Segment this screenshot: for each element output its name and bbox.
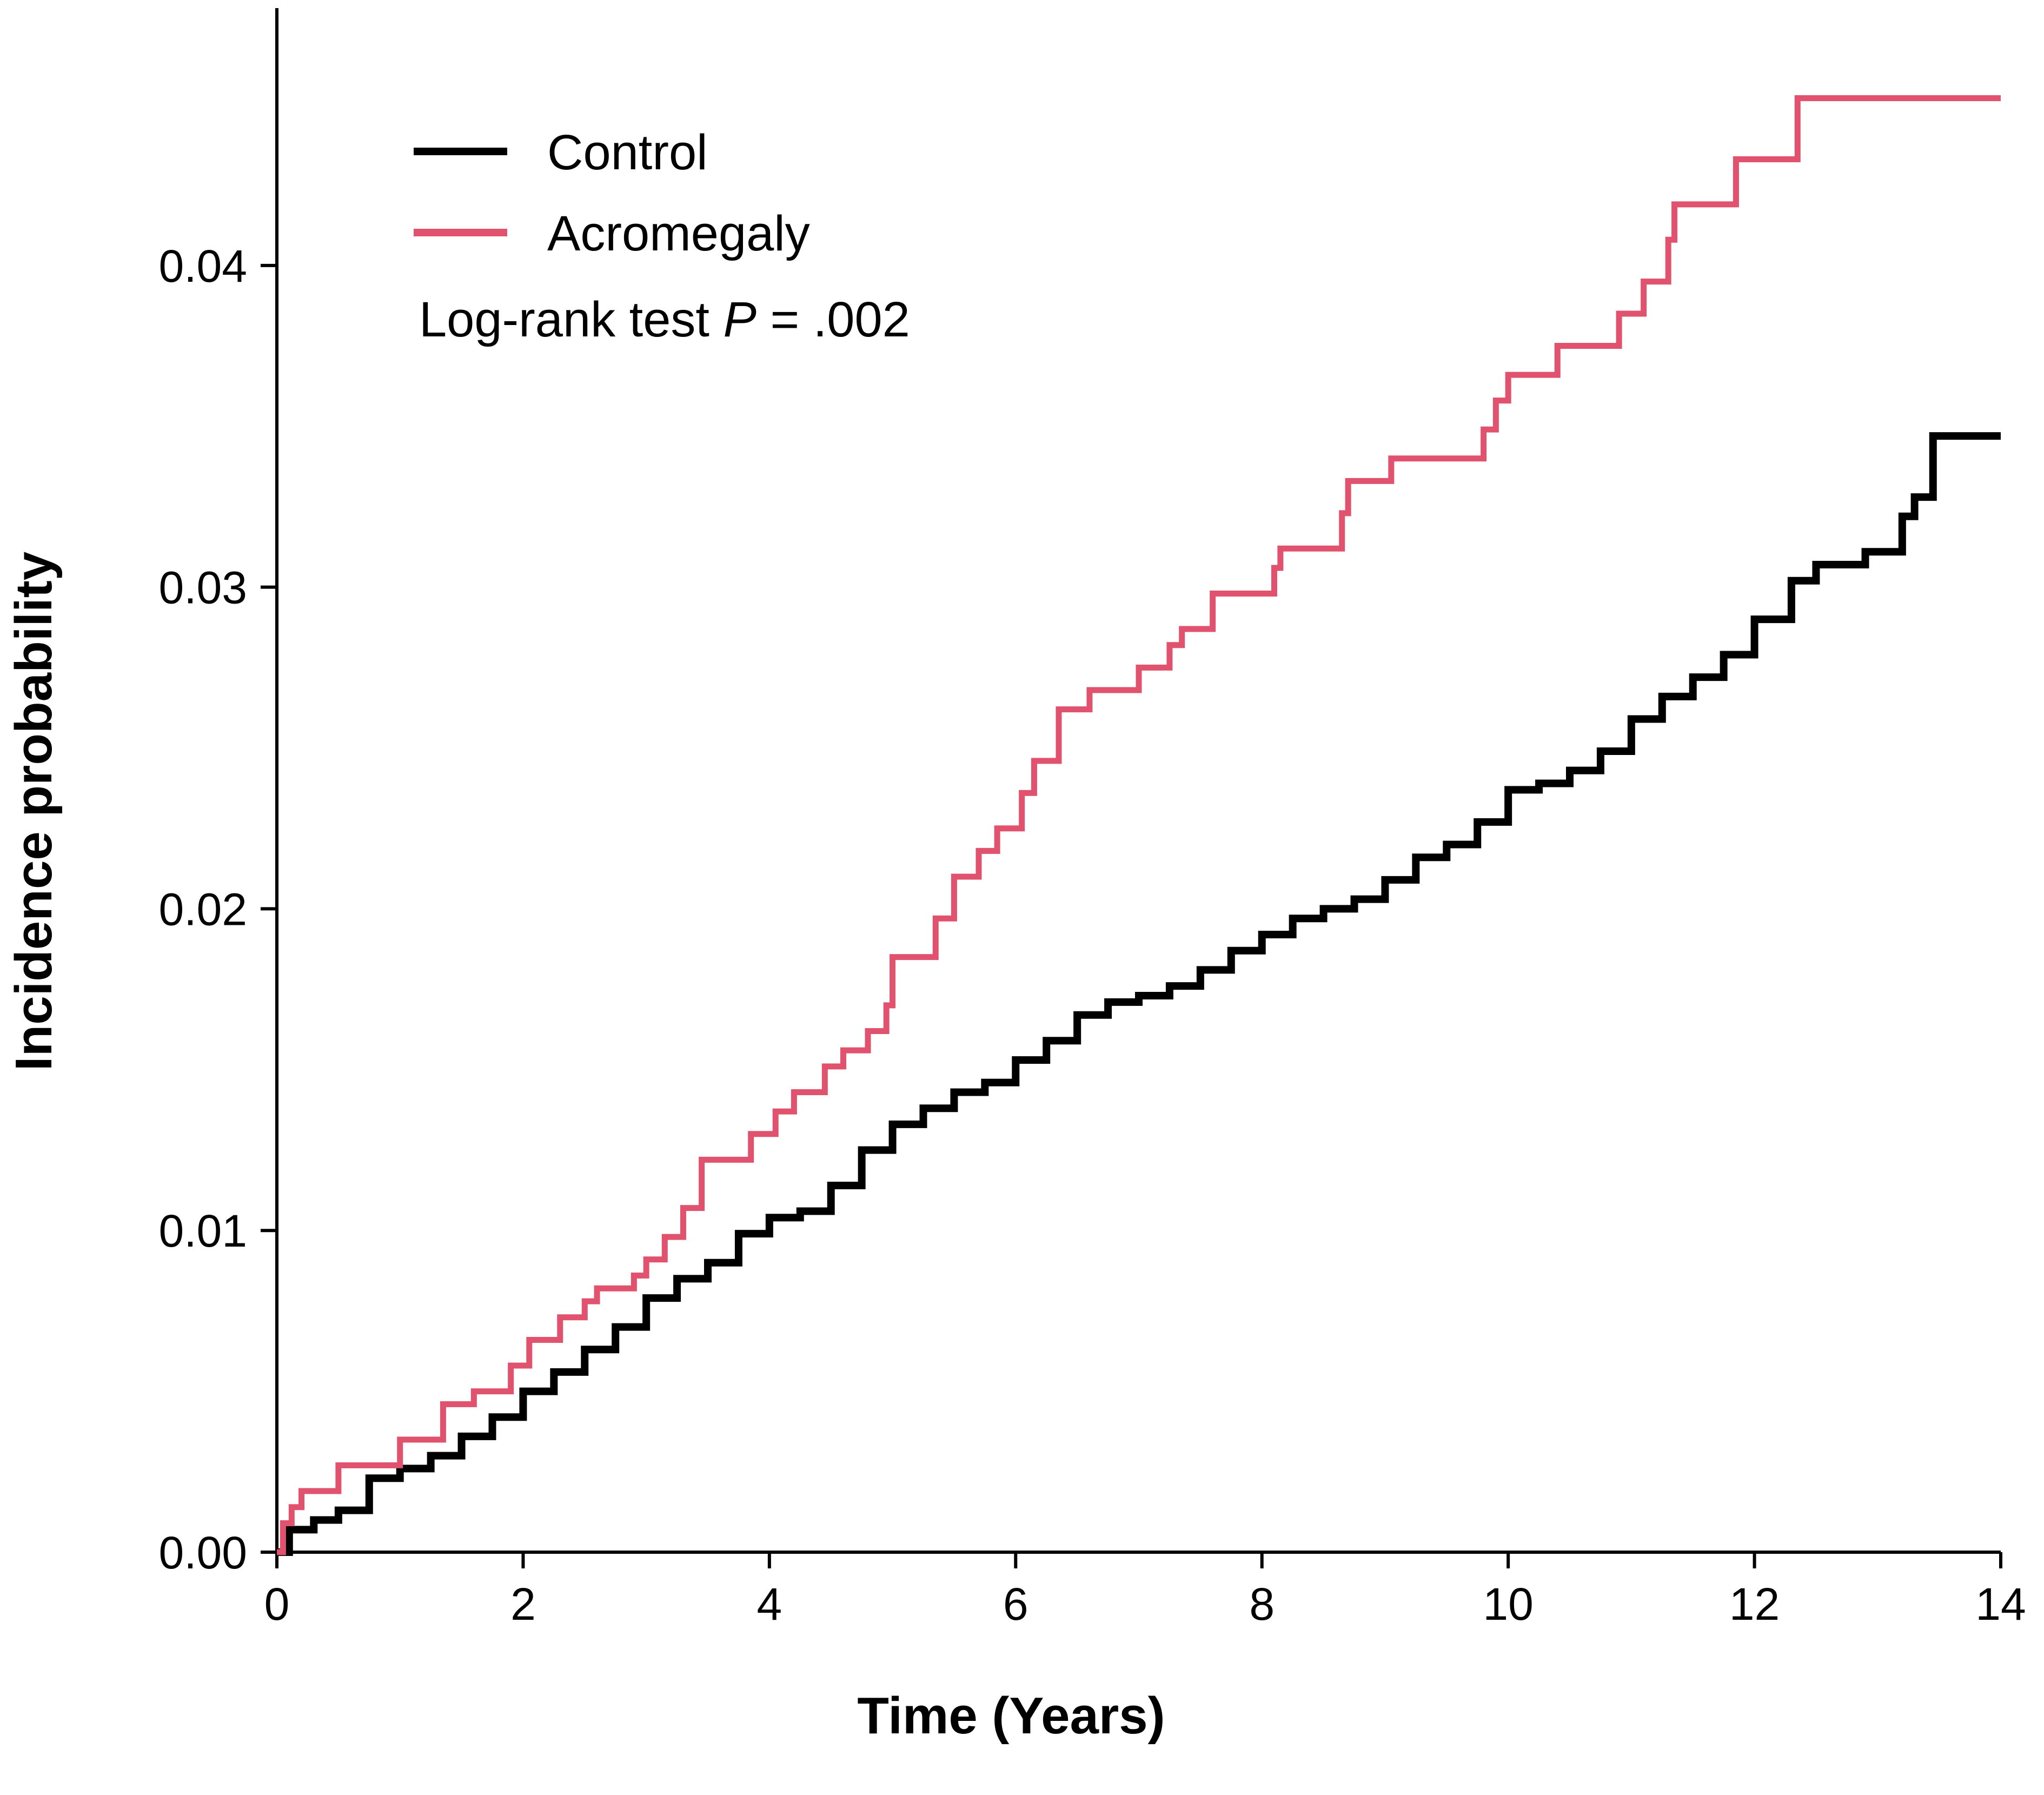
x-tick-label: 12	[1729, 1579, 1780, 1630]
legend-label-acromegaly: Acromegaly	[547, 206, 810, 261]
x-axis-title: Time (Years)	[857, 1687, 1165, 1745]
y-tick-label: 0.00	[159, 1527, 248, 1578]
series-line-acromegaly	[277, 95, 2001, 1555]
y-tick-label: 0.03	[159, 562, 248, 613]
x-tick-label: 4	[756, 1579, 782, 1630]
y-tick-label: 0.02	[159, 884, 248, 935]
x-tick-label: 8	[1249, 1579, 1275, 1630]
logrank-annotation: Log-rank test P = .002	[419, 292, 910, 347]
y-tick-label: 0.01	[159, 1206, 248, 1256]
series-layer	[277, 95, 2001, 1556]
x-tick-label: 2	[510, 1579, 536, 1630]
logrank-prefix: Log-rank test	[419, 292, 724, 347]
series-line-control	[277, 432, 2001, 1556]
x-tick-label: 10	[1483, 1579, 1533, 1630]
legend: Control Acromegaly	[414, 125, 810, 261]
x-axis-ticks: 0 2 4 6 8 10 12 14	[264, 1552, 2026, 1630]
x-tick-label: 14	[1975, 1579, 2026, 1630]
y-tick-label: 0.04	[159, 241, 248, 292]
y-axis-ticks: 0.00 0.01 0.02 0.03 0.04	[159, 241, 277, 1578]
legend-label-control: Control	[547, 125, 708, 180]
logrank-suffix: = .002	[756, 292, 910, 347]
y-axis-title: Incidence probability	[5, 552, 63, 1071]
logrank-p-symbol: P	[724, 292, 756, 347]
x-tick-label: 6	[1003, 1579, 1028, 1630]
x-tick-label: 0	[264, 1579, 290, 1630]
